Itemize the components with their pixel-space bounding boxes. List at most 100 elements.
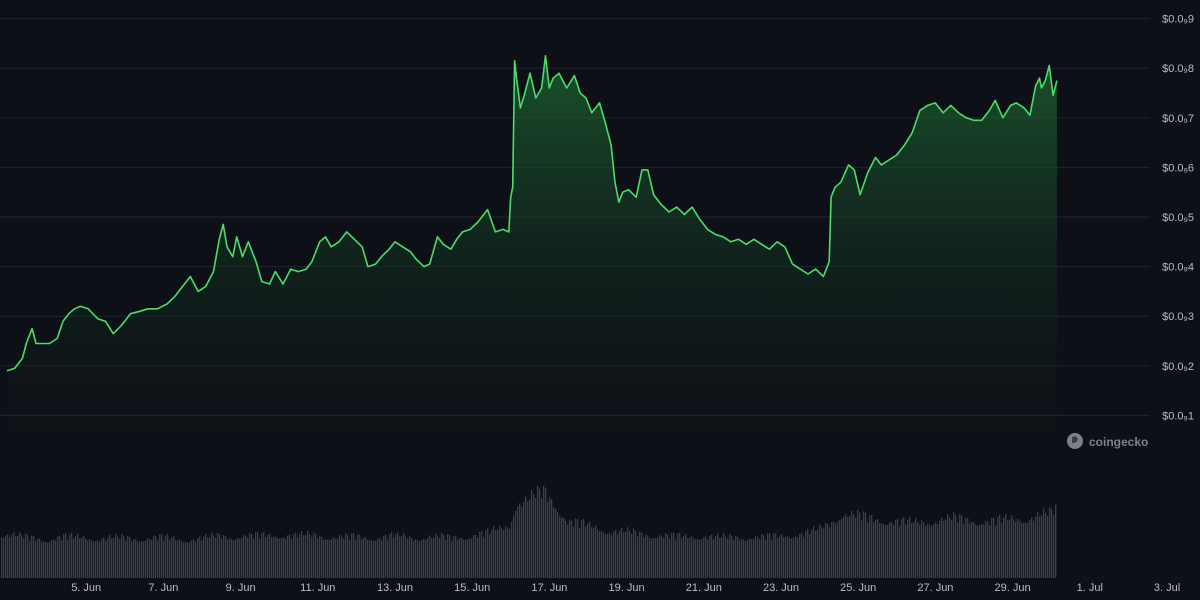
volume-bar [1031, 517, 1033, 578]
volume-bar [631, 533, 633, 578]
volume-bar [221, 539, 223, 578]
volume-bar [809, 533, 811, 578]
volume-bar [1, 537, 3, 578]
volume-bar [637, 536, 639, 578]
volume-bar [33, 536, 35, 578]
volume-bar [913, 522, 915, 578]
volume-bar [347, 534, 349, 578]
volume-bar [439, 538, 441, 578]
volume-bar [663, 537, 665, 578]
volume-bar [493, 525, 495, 578]
volume-bar [977, 525, 979, 578]
volume-bar [595, 525, 597, 578]
volume-bar [543, 485, 545, 578]
volume-bar [545, 488, 547, 578]
volume-bar [761, 534, 763, 578]
volume-bar [1039, 516, 1041, 578]
volume-bar [685, 533, 687, 578]
volume-bar [693, 538, 695, 578]
volume-bar [211, 532, 213, 578]
volume-bar [619, 530, 621, 578]
volume-bar [393, 537, 395, 578]
volume-bar [177, 540, 179, 578]
volume-bar [35, 541, 37, 578]
volume-bar [85, 538, 87, 578]
volume-bar [589, 521, 591, 578]
volume-bar [615, 529, 617, 578]
volume-bar [605, 534, 607, 578]
volume-bar [1007, 520, 1009, 578]
volume-bar [539, 488, 541, 578]
volume-bar [585, 526, 587, 578]
volume-bar [971, 522, 973, 578]
volume-bar [681, 538, 683, 578]
volume-bar [99, 541, 101, 578]
volume-bar [1047, 515, 1049, 578]
x-tick-label: 5. Jun [71, 582, 101, 594]
volume-bar [389, 534, 391, 578]
volume-bar [11, 534, 13, 578]
volume-bar [213, 535, 215, 578]
volume-bar [233, 540, 235, 578]
volume-bar [907, 519, 909, 578]
volume-bar [789, 537, 791, 578]
volume-bar [657, 537, 659, 578]
volume-bar [939, 520, 941, 578]
volume-bar [195, 541, 197, 578]
volume-bar [887, 524, 889, 578]
volume-bar [555, 508, 557, 578]
volume-bar [563, 517, 565, 578]
volume-bar [381, 540, 383, 578]
volume-bar [157, 540, 159, 578]
volume-bar [31, 535, 33, 578]
volume-bar [777, 537, 779, 578]
volume-bar [183, 542, 185, 578]
volume-bar [993, 517, 995, 578]
volume-bar [271, 536, 273, 578]
volume-bar [329, 540, 331, 578]
volume-bar [937, 523, 939, 578]
volume-bar [547, 501, 549, 578]
volume-bar [917, 522, 919, 578]
x-tick-label: 7. Jun [148, 582, 178, 594]
volume-bar [817, 529, 819, 578]
volume-bar [833, 521, 835, 578]
volume-bar [533, 494, 535, 578]
volume-bar [461, 537, 463, 578]
volume-bar [713, 538, 715, 578]
volume-bar [61, 540, 63, 578]
volume-bar [69, 534, 71, 578]
volume-bar [579, 527, 581, 578]
x-tick-label: 27. Jun [917, 582, 953, 594]
volume-bar [781, 533, 783, 578]
volume-bar [199, 536, 201, 578]
volume-bars [1, 485, 1057, 578]
volume-bar [303, 535, 305, 578]
volume-bar [281, 537, 283, 578]
volume-bar [803, 536, 805, 578]
volume-bar [883, 524, 885, 578]
volume-bar [1029, 519, 1031, 578]
volume-bar [437, 535, 439, 578]
volume-bar [395, 534, 397, 578]
volume-bar [739, 540, 741, 578]
volume-bar [875, 519, 877, 578]
volume-bar [451, 540, 453, 578]
volume-bar [95, 540, 97, 578]
volume-bar [319, 535, 321, 578]
volume-bar [139, 541, 141, 578]
volume-bar [135, 539, 137, 578]
volume-bar [841, 518, 843, 578]
volume-bar [557, 512, 559, 578]
volume-bar [263, 532, 265, 578]
volume-bar [87, 540, 89, 578]
volume-bar [957, 522, 959, 578]
volume-bar [105, 540, 107, 578]
volume-bar [629, 531, 631, 578]
volume-bar [191, 540, 193, 578]
volume-bar [891, 522, 893, 578]
volume-bar [225, 536, 227, 578]
volume-bar [421, 540, 423, 578]
volume-bar [1015, 521, 1017, 578]
volume-bar [863, 511, 865, 578]
